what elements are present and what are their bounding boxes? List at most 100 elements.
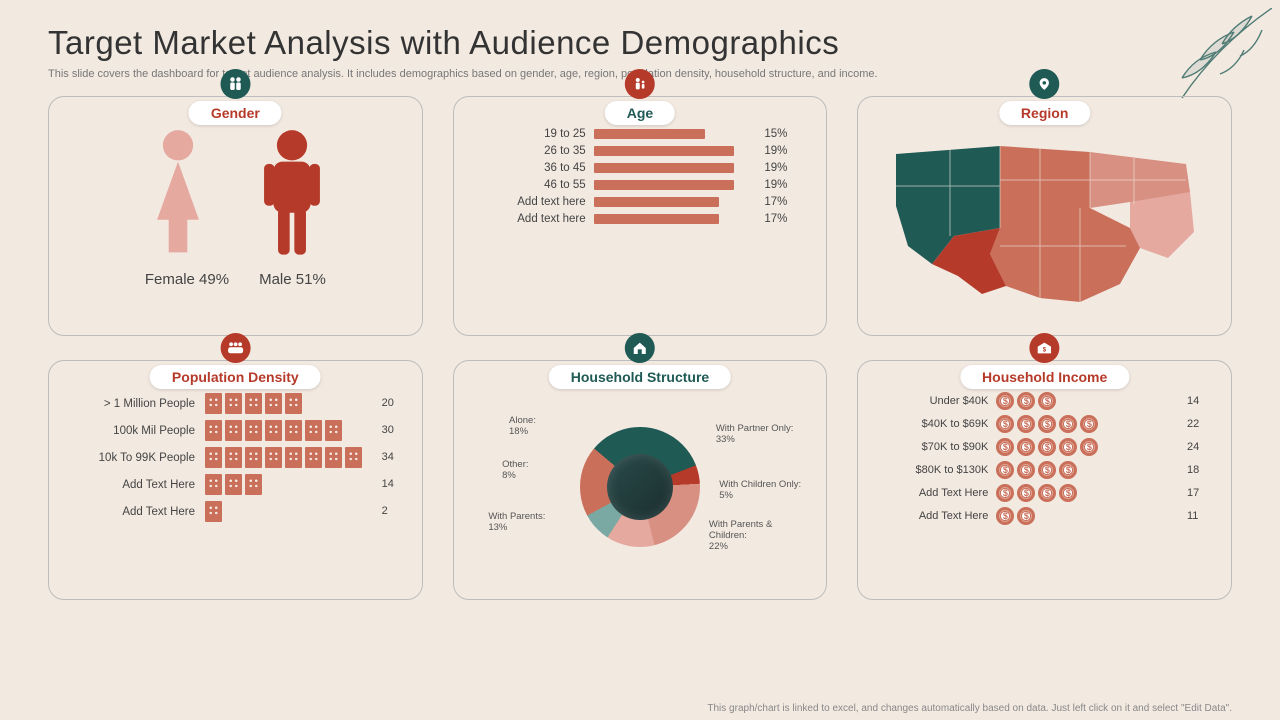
building-icon [225,447,242,468]
hi-row: $70K to $90K 24 [878,438,1211,456]
hi-row: Under $40K 14 [878,392,1211,410]
building-icon [305,447,322,468]
age-bar [594,180,735,190]
age-label: 36 to 45 [476,162,586,174]
building-icon [205,501,222,522]
coin-icon [996,415,1014,433]
income-icon: $ [1030,333,1060,363]
coin-icon [996,484,1014,502]
coin-icon [1038,438,1056,456]
pop-density-title: Population Density [150,365,321,389]
pd-value: 2 [382,506,404,517]
age-bar [594,214,720,224]
age-value: 17% [764,213,804,225]
coin-icon [1017,507,1035,525]
building-icon [305,420,322,441]
coin-icon [1038,461,1056,479]
age-bar [594,163,735,173]
hi-value: 14 [1187,395,1211,407]
region-card: Region [857,96,1232,336]
pd-label: Add Text Here [67,479,195,491]
gender-card: Gender Female 49% Male 51% [48,96,423,336]
hi-value: 11 [1187,510,1211,522]
building-icon [205,474,222,495]
age-label: 26 to 35 [476,145,586,157]
hi-value: 22 [1187,418,1211,430]
building-icon [285,420,302,441]
hi-value: 17 [1187,487,1211,499]
pop-density-card: Population Density > 1 Million People 20… [48,360,423,600]
building-icon [205,420,222,441]
gender-icon [220,69,250,99]
age-row: Add text here 17% [476,196,805,208]
coin-icon [996,438,1014,456]
age-row: Add text here 17% [476,213,805,225]
hi-value: 24 [1187,441,1211,453]
hs-slice-label: With Parents:13% [488,511,545,533]
pie-center-icon [607,454,673,520]
house-icon [625,333,655,363]
hi-value: 18 [1187,464,1211,476]
pd-label: 10k To 99K People [67,452,195,464]
coin-icon [1059,415,1077,433]
building-icon [325,420,342,441]
building-icon [225,393,242,414]
household-structure-card: Household Structure With Partner Only:33… [453,360,828,600]
household-structure-title: Household Structure [549,365,731,389]
coin-icon [1080,415,1098,433]
region-title: Region [999,101,1090,125]
pd-row: Add Text Here 2 [67,501,404,522]
population-icon [220,333,250,363]
page-title: Target Market Analysis with Audience Dem… [0,0,1280,68]
household-income-title: Household Income [960,365,1129,389]
female-label: Female 49% [145,271,229,288]
pd-value: 14 [382,479,404,490]
coin-icon [1080,438,1098,456]
pd-value: 30 [382,425,404,436]
coin-icon [1017,484,1035,502]
age-label: Add text here [476,213,586,225]
pd-row: Add Text Here 14 [67,474,404,495]
building-icon [225,474,242,495]
coin-icon [1059,484,1077,502]
building-icon [265,393,282,414]
household-income-card: $ Household Income Under $40K 14$40K to … [857,360,1232,600]
age-row: 26 to 35 19% [476,145,805,157]
pd-value: 20 [382,398,404,409]
coin-icon [1017,438,1035,456]
female-icon [139,129,217,257]
building-icon [205,393,222,414]
coin-icon [1038,392,1056,410]
age-value: 17% [764,196,804,208]
footnote: This graph/chart is linked to excel, and… [707,703,1232,714]
age-label: 19 to 25 [476,128,586,140]
coin-icon [1038,415,1056,433]
age-title: Age [605,101,675,125]
building-icon [245,420,262,441]
building-icon [245,393,262,414]
hs-slice-label: With Parents & Children:22% [709,519,812,552]
age-icon [625,69,655,99]
age-value: 15% [764,128,804,140]
region-icon [1030,69,1060,99]
hi-label: $40K to $69K [878,418,988,430]
pd-row: > 1 Million People 20 [67,393,404,414]
age-row: 46 to 55 19% [476,179,805,191]
coin-icon [996,392,1014,410]
male-icon [253,129,331,257]
male-label: Male 51% [259,271,326,288]
building-icon [285,393,302,414]
age-card: Age 19 to 25 15% 26 to 35 19% 36 to 45 19%… [453,96,828,336]
hs-slice-label: Alone:18% [509,415,536,437]
building-icon [225,420,242,441]
pd-label: Add Text Here [67,506,195,518]
pd-row: 100k Mil People 30 [67,420,404,441]
coin-icon [1059,438,1077,456]
pd-value: 34 [382,452,404,463]
age-bar [594,129,705,139]
coin-icon [996,507,1014,525]
hi-label: Add Text Here [878,510,988,522]
hi-row: Add Text Here 11 [878,507,1211,525]
coin-icon [1017,415,1035,433]
age-value: 19% [764,145,804,157]
